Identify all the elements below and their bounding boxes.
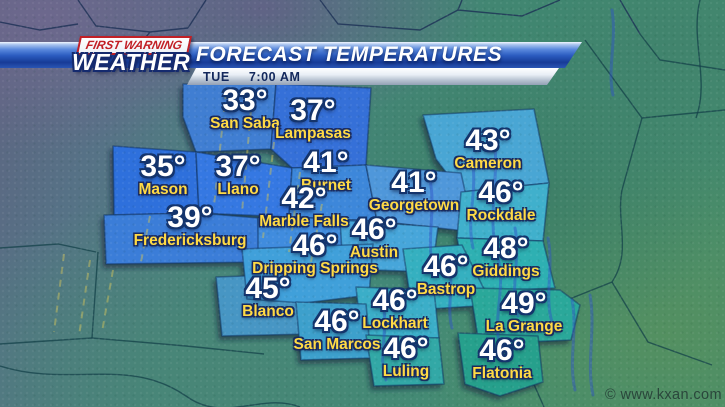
temperature-value: 46° — [351, 213, 397, 246]
city-name: Lockhart — [362, 315, 428, 332]
forecast-label-lockhart: 46° Lockhart — [362, 284, 428, 333]
city-name: Bastrop — [416, 281, 476, 298]
city-name: Cameron — [454, 155, 522, 172]
forecast-label-llano: 37° Llano — [215, 150, 261, 199]
forecast-label-san-marcos: 46° San Marcos — [293, 305, 381, 354]
temperature-value: 46° — [423, 250, 469, 283]
forecast-label-mason: 35° Mason — [138, 150, 188, 199]
blue-streaks — [380, 8, 615, 397]
forecast-label-lampasas: 37° Lampasas — [275, 94, 351, 143]
station-watermark: © www.kxan.com — [604, 387, 722, 403]
title-bar: FORECAST TEMPERATURES — [0, 42, 582, 68]
temperature-value: 39° — [167, 201, 213, 234]
city-name: Luling — [382, 363, 430, 380]
forecast-label-rockdale: 46° Rockdale — [466, 176, 536, 225]
city-name: Marble Falls — [259, 213, 349, 230]
temperature-value: 43° — [465, 124, 511, 157]
temperature-value: 46° — [292, 229, 338, 262]
temperature-value: 37° — [290, 94, 336, 127]
forecast-label-marble-falls: 42° Marble Falls — [259, 182, 349, 231]
forecast-label-burnet: 41° Burnet — [301, 146, 351, 195]
temperature-value: 49° — [501, 287, 547, 320]
temperature-value: 46° — [478, 176, 524, 209]
forecast-label-georgetown: 41° Georgetown — [368, 166, 460, 215]
forecast-label-bastrop: 46° Bastrop — [416, 250, 476, 299]
city-name: Llano — [217, 181, 259, 198]
temperature-value: 46° — [372, 284, 418, 317]
temperature-value: 41° — [391, 166, 437, 199]
forecast-label-dripping-springs: 46° Dripping Springs — [252, 229, 378, 278]
temperature-value: 46° — [314, 305, 360, 338]
city-name: Austin — [349, 244, 399, 261]
forecast-label-la-grange: 49° La Grange — [485, 287, 563, 336]
forecast-label-giddings: 48° Giddings — [472, 232, 540, 281]
city-name: Dripping Springs — [252, 260, 378, 277]
background-boundaries-north — [0, 0, 641, 43]
temperature-value: 46° — [479, 334, 525, 367]
temperature-value: 37° — [215, 150, 261, 183]
temperature-value: 45° — [245, 272, 291, 305]
forecast-label-cameron: 43° Cameron — [454, 124, 522, 173]
temperature-value: 48° — [483, 232, 529, 265]
forecast-label-san-saba: 33° San Saba — [210, 84, 280, 133]
temperature-value: 42° — [281, 182, 327, 215]
city-name: Giddings — [472, 263, 540, 280]
yellow-dashes — [53, 91, 323, 337]
temperature-value: 33° — [222, 84, 268, 117]
forecast-label-fredericksburg: 39° Fredericksburg — [133, 201, 247, 250]
forecast-label-luling: 46° Luling — [382, 332, 430, 381]
county-polygons — [103, 83, 581, 397]
first-warning-weather-logo: FIRST WARNING WEATHER — [70, 35, 202, 83]
city-name: Georgetown — [368, 197, 460, 214]
city-name: San Saba — [210, 115, 280, 132]
logo-weather-text: WEATHER — [72, 49, 191, 75]
time-bar: TUE 7:00 AM — [187, 68, 559, 85]
forecast-label-blanco: 45° Blanco — [242, 272, 294, 321]
city-name: Fredericksburg — [133, 232, 247, 249]
county-shape-flatonia — [457, 332, 544, 397]
forecast-label-austin: 46° Austin — [349, 213, 399, 262]
city-name: Rockdale — [466, 207, 536, 224]
county-shape-dripping-springs — [241, 243, 374, 304]
forecast-time: 7:00 AM — [248, 69, 301, 84]
forecast-label-flatonia: 46° Flatonia — [472, 334, 532, 383]
temperature-value: 41° — [303, 146, 349, 179]
city-name: Flatonia — [472, 365, 532, 382]
temperature-value: 46° — [383, 332, 429, 365]
city-name: San Marcos — [293, 336, 381, 353]
city-name: Blanco — [242, 303, 294, 320]
county-shape-luling — [365, 334, 445, 387]
temperature-value: 35° — [140, 150, 186, 183]
city-name: Burnet — [301, 177, 351, 194]
city-name: Lampasas — [275, 125, 351, 142]
city-name: La Grange — [485, 318, 563, 335]
page-title: FORECAST TEMPERATURES — [196, 43, 503, 66]
city-name: Mason — [138, 181, 188, 198]
forecast-day: TUE — [203, 69, 230, 84]
